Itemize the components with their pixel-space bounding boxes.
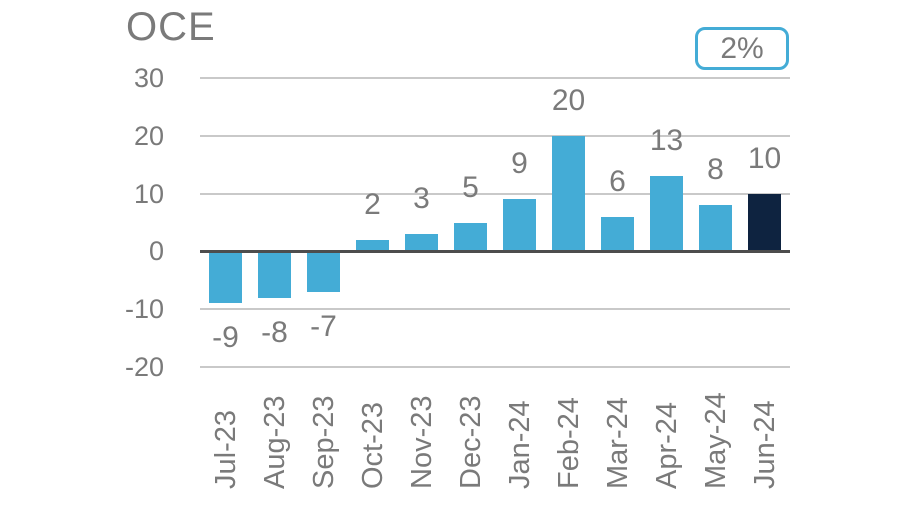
bar-Jun-24 (748, 193, 781, 252)
x-tick-label-Dec-23: Dec-23 (454, 395, 487, 490)
bar-Aug-23 (258, 251, 291, 298)
x-tick-label-May-24: May-24 (699, 392, 732, 489)
x-tick-label-Feb-24: Feb-24 (552, 397, 585, 489)
value-label-Nov-23: 3 (413, 182, 430, 216)
bar-Nov-23 (405, 234, 438, 252)
bar-May-24 (699, 205, 732, 252)
value-label-Oct-23: 2 (364, 187, 381, 221)
value-label-Aug-23: -8 (261, 315, 288, 349)
y-tick-label--10: -10 (124, 294, 164, 325)
y-tick-label--20: -20 (124, 352, 164, 382)
y-tick-label-0: 0 (148, 236, 164, 267)
bar-Sep-23 (307, 251, 340, 292)
x-tick-label-Mar-24: Mar-24 (601, 397, 634, 489)
percentage-badge-label: 2% (720, 31, 764, 65)
gridline (200, 134, 790, 137)
bar-Mar-24 (601, 216, 634, 252)
x-tick-label-Sep-23: Sep-23 (307, 395, 340, 489)
x-tick-label-Aug-23: Aug-23 (258, 395, 291, 489)
zero-axis-line (200, 249, 790, 253)
value-label-Apr-24: 13 (649, 124, 684, 158)
value-label-May-24: 8 (707, 153, 724, 187)
x-tick-label-Jun-24: Jun-24 (748, 400, 781, 489)
percentage-badge: 2% (695, 27, 789, 70)
value-label-Jun-24: 10 (747, 141, 782, 175)
x-tick-label-Apr-24: Apr-24 (650, 401, 683, 489)
bar-Oct-23 (356, 239, 389, 252)
bar-Jul-23 (209, 251, 242, 304)
y-tick-label-10: 10 (133, 178, 164, 209)
gridline (200, 308, 790, 311)
value-label-Dec-23: 5 (462, 170, 479, 204)
x-tick-label-Nov-23: Nov-23 (405, 395, 438, 490)
bar-Feb-24 (552, 135, 585, 252)
bar-Apr-24 (650, 176, 683, 252)
plot-area: -9 -8 -7 2 3 5 9 20 6 13 8 10 (200, 77, 790, 368)
x-tick-label-Jan-24: Jan-24 (503, 400, 536, 489)
bar-Jan-24 (503, 199, 536, 252)
gridline (200, 366, 790, 368)
value-label-Jul-23: -9 (212, 321, 239, 355)
x-tick-label-Jul-23: Jul-23 (209, 410, 242, 489)
value-label-Mar-24: 6 (609, 164, 626, 198)
gridline (200, 192, 790, 195)
y-tick-label-30: 30 (133, 63, 164, 93)
value-label-Jan-24: 9 (511, 147, 528, 181)
y-tick-label-20: 20 (133, 120, 164, 151)
y-axis: 30 20 10 0 -10 -20 (0, 63, 164, 382)
value-label-Feb-24: 20 (551, 83, 586, 117)
bar-Dec-23 (454, 222, 487, 252)
x-tick-label-Oct-23: Oct-23 (356, 401, 389, 489)
gridline (200, 77, 790, 79)
chart-title: OCE (126, 5, 216, 49)
value-label-Sep-23: -7 (310, 309, 337, 343)
